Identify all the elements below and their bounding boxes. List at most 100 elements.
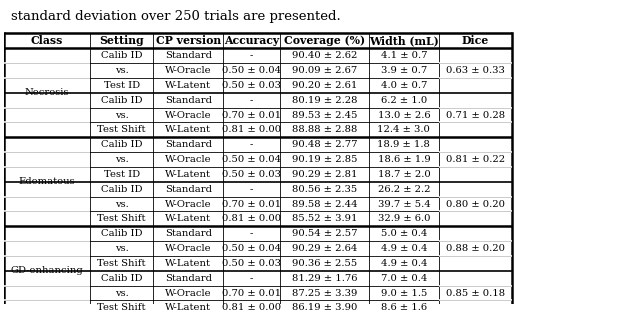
Text: -: - <box>250 51 253 60</box>
Text: 5.0 ± 0.4: 5.0 ± 0.4 <box>381 229 427 238</box>
Text: Calib ID: Calib ID <box>101 274 142 283</box>
Text: 90.19 ± 2.85: 90.19 ± 2.85 <box>292 155 357 164</box>
Text: W-Oracle: W-Oracle <box>165 289 212 298</box>
Text: Standard: Standard <box>164 185 212 194</box>
Text: 18.9 ± 1.8: 18.9 ± 1.8 <box>378 140 430 149</box>
Text: vs.: vs. <box>115 155 129 164</box>
Text: Test Shift: Test Shift <box>97 303 146 312</box>
Text: Calib ID: Calib ID <box>101 96 142 105</box>
Text: W-Oracle: W-Oracle <box>165 110 212 120</box>
Text: 90.54 ± 2.57: 90.54 ± 2.57 <box>292 229 357 238</box>
Text: 0.71 ± 0.28: 0.71 ± 0.28 <box>445 110 505 120</box>
Text: 80.56 ± 2.35: 80.56 ± 2.35 <box>292 185 357 194</box>
Text: 86.19 ± 3.90: 86.19 ± 3.90 <box>292 303 357 312</box>
Text: 89.58 ± 2.44: 89.58 ± 2.44 <box>292 200 357 208</box>
Text: W-Oracle: W-Oracle <box>165 66 212 75</box>
Text: CP version: CP version <box>156 35 221 46</box>
Text: Calib ID: Calib ID <box>101 229 142 238</box>
Text: 26.2 ± 2.2: 26.2 ± 2.2 <box>378 185 430 194</box>
Text: 4.9 ± 0.4: 4.9 ± 0.4 <box>381 259 427 268</box>
Text: Class: Class <box>31 35 63 46</box>
Text: standard deviation over 250 trials are presented.: standard deviation over 250 trials are p… <box>11 10 340 23</box>
Text: W-Latent: W-Latent <box>165 126 211 134</box>
Text: 85.52 ± 3.91: 85.52 ± 3.91 <box>292 214 357 223</box>
Text: 90.20 ± 2.61: 90.20 ± 2.61 <box>292 81 357 90</box>
Text: 12.4 ± 3.0: 12.4 ± 3.0 <box>378 126 430 134</box>
Text: 90.29 ± 2.64: 90.29 ± 2.64 <box>292 244 357 253</box>
Text: 0.50 ± 0.03: 0.50 ± 0.03 <box>222 259 281 268</box>
Text: Standard: Standard <box>164 274 212 283</box>
Text: 0.50 ± 0.03: 0.50 ± 0.03 <box>222 170 281 179</box>
Text: 18.7 ± 2.0: 18.7 ± 2.0 <box>378 170 430 179</box>
Text: 0.70 ± 0.01: 0.70 ± 0.01 <box>222 200 281 208</box>
Text: 4.9 ± 0.4: 4.9 ± 0.4 <box>381 244 427 253</box>
Text: 3.9 ± 0.7: 3.9 ± 0.7 <box>381 66 427 75</box>
Text: vs.: vs. <box>115 200 129 208</box>
Text: 0.50 ± 0.04: 0.50 ± 0.04 <box>222 66 281 75</box>
Text: -: - <box>250 96 253 105</box>
Text: 90.09 ± 2.67: 90.09 ± 2.67 <box>292 66 357 75</box>
Text: 0.81 ± 0.00: 0.81 ± 0.00 <box>222 126 281 134</box>
Text: 0.50 ± 0.04: 0.50 ± 0.04 <box>222 244 281 253</box>
Text: 4.1 ± 0.7: 4.1 ± 0.7 <box>381 51 427 60</box>
Text: vs.: vs. <box>115 244 129 253</box>
Text: Test Shift: Test Shift <box>97 259 146 268</box>
Text: 87.25 ± 3.39: 87.25 ± 3.39 <box>292 289 357 298</box>
Text: 32.9 ± 6.0: 32.9 ± 6.0 <box>378 214 430 223</box>
Text: W-Latent: W-Latent <box>165 170 211 179</box>
Text: 0.50 ± 0.03: 0.50 ± 0.03 <box>222 81 281 90</box>
Text: W-Latent: W-Latent <box>165 303 211 312</box>
Text: Test Shift: Test Shift <box>97 214 146 223</box>
Text: vs.: vs. <box>115 110 129 120</box>
Text: Standard: Standard <box>164 51 212 60</box>
Text: Test ID: Test ID <box>104 170 140 179</box>
Text: 0.81 ± 0.22: 0.81 ± 0.22 <box>445 155 505 164</box>
Text: -: - <box>250 274 253 283</box>
Text: 90.36 ± 2.55: 90.36 ± 2.55 <box>292 259 357 268</box>
Text: Width (mL): Width (mL) <box>369 35 439 46</box>
Text: 0.81 ± 0.00: 0.81 ± 0.00 <box>222 214 281 223</box>
Text: 0.80 ± 0.20: 0.80 ± 0.20 <box>446 200 505 208</box>
Text: vs.: vs. <box>115 66 129 75</box>
Text: 7.0 ± 0.4: 7.0 ± 0.4 <box>381 274 427 283</box>
Text: W-Oracle: W-Oracle <box>165 244 212 253</box>
Text: 8.6 ± 1.6: 8.6 ± 1.6 <box>381 303 427 312</box>
Text: Standard: Standard <box>164 229 212 238</box>
Text: 0.70 ± 0.01: 0.70 ± 0.01 <box>222 289 281 298</box>
Text: 0.85 ± 0.18: 0.85 ± 0.18 <box>445 289 505 298</box>
Text: W-Latent: W-Latent <box>165 214 211 223</box>
Text: Edematous: Edematous <box>19 177 76 186</box>
Text: vs.: vs. <box>115 289 129 298</box>
Text: 13.0 ± 2.6: 13.0 ± 2.6 <box>378 110 430 120</box>
Text: Calib ID: Calib ID <box>101 51 142 60</box>
Text: Necrosis: Necrosis <box>25 88 69 97</box>
Text: 0.63 ± 0.33: 0.63 ± 0.33 <box>446 66 505 75</box>
Text: Coverage (%): Coverage (%) <box>284 35 365 46</box>
Text: 88.88 ± 2.88: 88.88 ± 2.88 <box>292 126 357 134</box>
Text: 4.0 ± 0.7: 4.0 ± 0.7 <box>381 81 427 90</box>
Text: 80.19 ± 2.28: 80.19 ± 2.28 <box>292 96 357 105</box>
Text: 0.70 ± 0.01: 0.70 ± 0.01 <box>222 110 281 120</box>
Text: Standard: Standard <box>164 96 212 105</box>
Text: -: - <box>250 185 253 194</box>
Text: Test Shift: Test Shift <box>97 126 146 134</box>
Text: Calib ID: Calib ID <box>101 185 142 194</box>
Text: 90.29 ± 2.81: 90.29 ± 2.81 <box>292 170 357 179</box>
Text: 0.81 ± 0.00: 0.81 ± 0.00 <box>222 303 281 312</box>
Text: W-Oracle: W-Oracle <box>165 155 212 164</box>
Text: W-Latent: W-Latent <box>165 81 211 90</box>
Text: -: - <box>250 229 253 238</box>
Text: -: - <box>250 140 253 149</box>
Text: GD-enhancing: GD-enhancing <box>11 266 83 275</box>
Text: 90.40 ± 2.62: 90.40 ± 2.62 <box>292 51 357 60</box>
Text: 0.88 ± 0.20: 0.88 ± 0.20 <box>446 244 505 253</box>
Text: Setting: Setting <box>99 35 144 46</box>
Text: 89.53 ± 2.45: 89.53 ± 2.45 <box>292 110 357 120</box>
Text: 81.29 ± 1.76: 81.29 ± 1.76 <box>292 274 357 283</box>
Text: 6.2 ± 1.0: 6.2 ± 1.0 <box>381 96 427 105</box>
Text: 0.50 ± 0.04: 0.50 ± 0.04 <box>222 155 281 164</box>
Text: 18.6 ± 1.9: 18.6 ± 1.9 <box>378 155 430 164</box>
Text: Test ID: Test ID <box>104 81 140 90</box>
Text: Dice: Dice <box>461 35 489 46</box>
Text: 39.7 ± 5.4: 39.7 ± 5.4 <box>378 200 430 208</box>
